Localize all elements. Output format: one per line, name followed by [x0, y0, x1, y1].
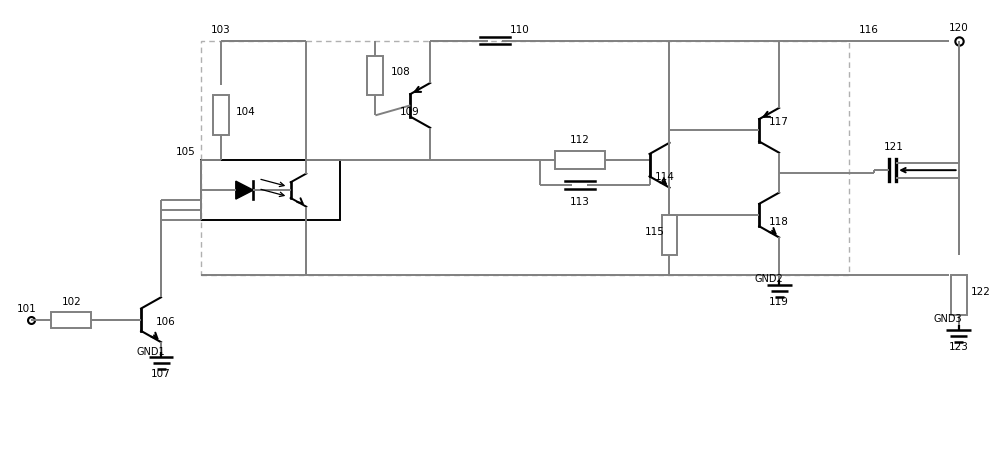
Bar — [201, 40, 849, 275]
Text: 107: 107 — [151, 369, 171, 379]
Text: 101: 101 — [17, 304, 36, 314]
Text: 102: 102 — [61, 297, 81, 307]
Text: 118: 118 — [769, 217, 789, 227]
Bar — [951, 275, 967, 315]
Text: 104: 104 — [236, 107, 256, 117]
Text: 122: 122 — [971, 287, 991, 297]
Text: 115: 115 — [645, 227, 664, 237]
Text: 123: 123 — [949, 342, 969, 352]
Text: 120: 120 — [949, 23, 968, 33]
Polygon shape — [236, 181, 253, 199]
Text: 116: 116 — [859, 25, 879, 35]
Bar — [367, 56, 383, 96]
Text: 105: 105 — [176, 147, 196, 157]
Bar — [51, 312, 91, 328]
Bar — [201, 160, 340, 220]
Text: 108: 108 — [390, 67, 410, 77]
Text: GND2: GND2 — [754, 274, 783, 284]
Text: 113: 113 — [570, 197, 590, 207]
Text: 103: 103 — [211, 25, 231, 35]
Text: 114: 114 — [655, 172, 674, 182]
Text: 109: 109 — [400, 107, 420, 117]
Text: 112: 112 — [570, 135, 590, 145]
Text: GND3: GND3 — [934, 314, 962, 324]
Bar — [555, 151, 605, 169]
Text: 110: 110 — [510, 25, 530, 35]
Text: 121: 121 — [884, 142, 904, 152]
Bar — [662, 215, 677, 255]
Bar — [213, 96, 229, 135]
Text: 119: 119 — [769, 297, 789, 307]
Text: GND1: GND1 — [136, 347, 165, 357]
Text: 117: 117 — [769, 117, 789, 127]
Text: 106: 106 — [156, 317, 176, 327]
